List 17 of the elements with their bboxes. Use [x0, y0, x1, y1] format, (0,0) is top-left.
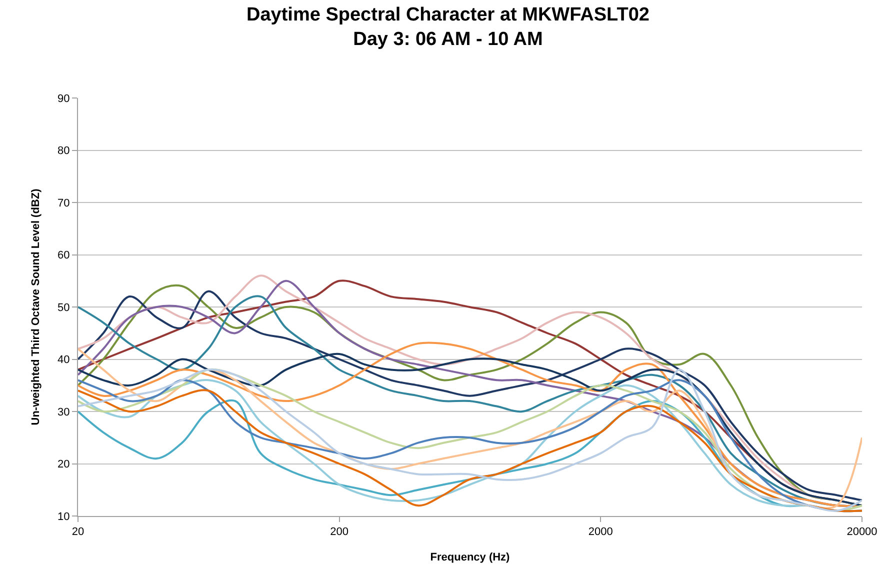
y-tick-label: 20 [58, 458, 70, 471]
x-axis-title: Frequency (Hz) [430, 551, 510, 564]
y-tick-label: 60 [58, 250, 70, 262]
y-tick-label: 10 [58, 510, 70, 523]
x-tick-label: 2000 [588, 526, 613, 538]
chart-subtitle: Day 3: 06 AM - 10 AM [353, 28, 543, 50]
y-tick-label: 30 [58, 406, 70, 418]
y-tick-label: 90 [58, 92, 70, 105]
y-tick-label: 80 [58, 145, 70, 158]
x-tick-label: 200 [330, 526, 349, 538]
y-tick-label: 40 [58, 354, 70, 366]
y-tick-label: 50 [58, 302, 70, 314]
chart-title: Daytime Spectral Character at MKWFASLT02 [246, 4, 650, 26]
y-axis-title: Un-weighted Third Octave Sound Level (dBZ) [30, 188, 42, 426]
x-tick-label: 20000 [846, 526, 878, 538]
y-tick-label: 70 [58, 197, 70, 210]
x-tick-label: 20 [72, 526, 84, 538]
